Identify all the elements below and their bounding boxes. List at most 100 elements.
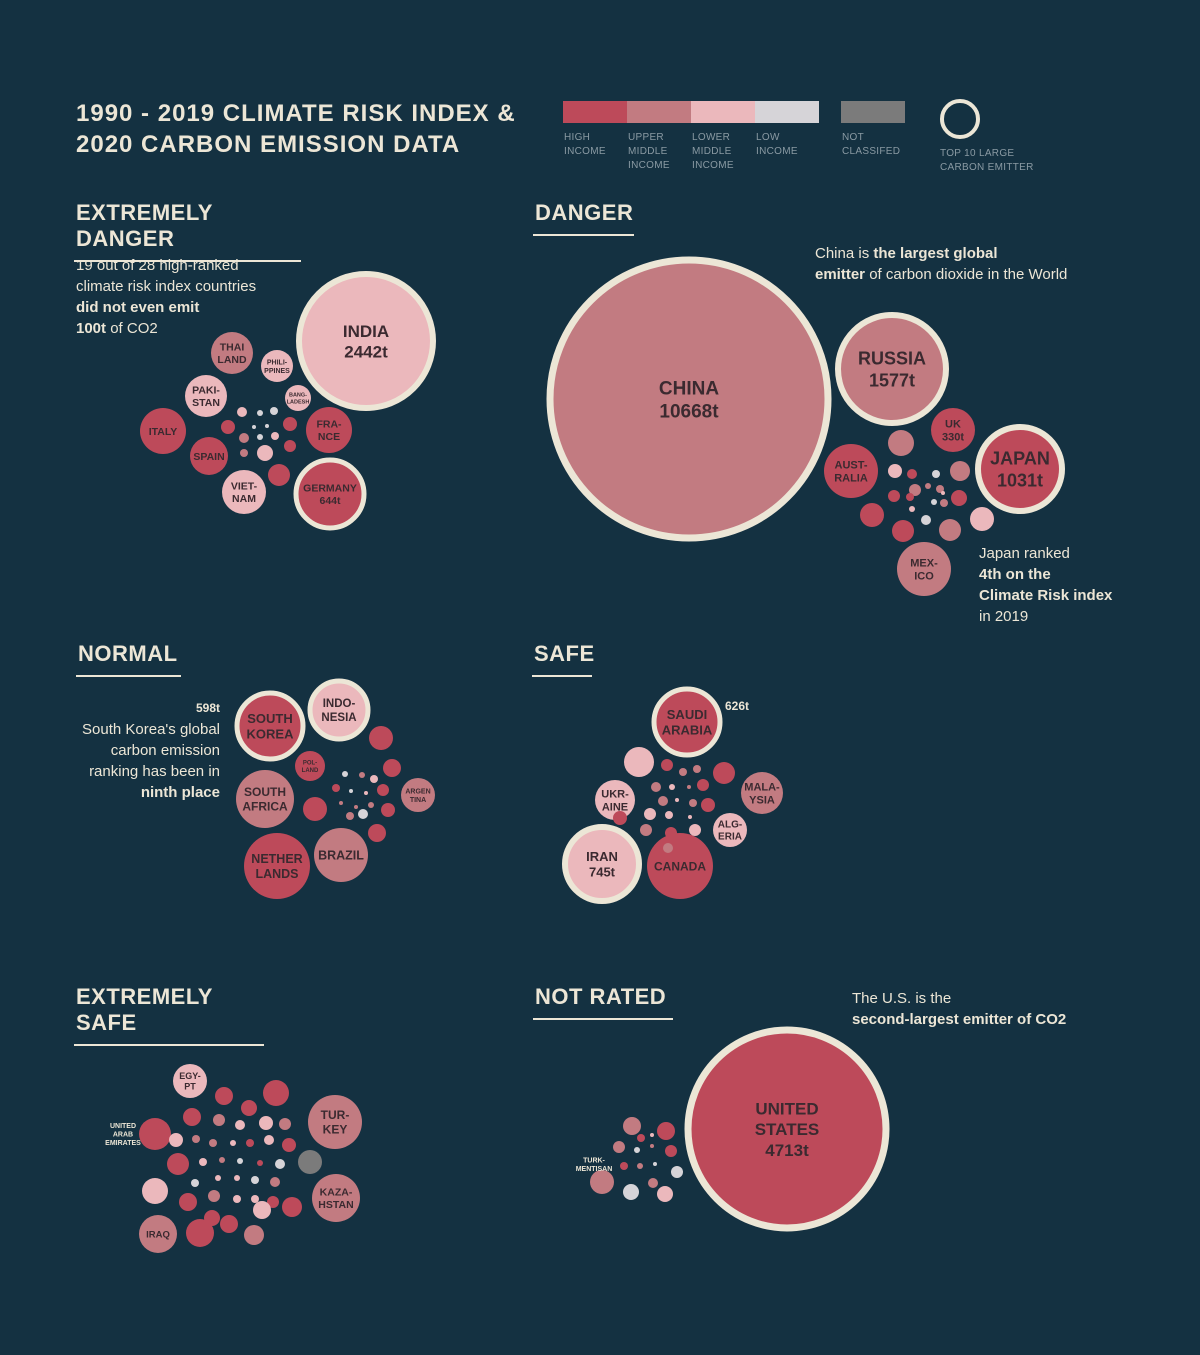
- sf-dot-16: [688, 815, 692, 819]
- dg-dot-13: [909, 506, 915, 512]
- ed-dot-2: [270, 407, 278, 415]
- bubble-label-south-africa: SOUTH AFRICA: [242, 785, 288, 814]
- ed-dot-3: [252, 425, 256, 429]
- bubble-argen-tina: [401, 778, 435, 812]
- ed-dot-1: [257, 410, 263, 416]
- ed-dot-8: [271, 432, 279, 440]
- bubble-label-egy-pt: EGY-PT: [179, 1071, 201, 1092]
- legend-label-low-income: LOW INCOME: [756, 132, 798, 157]
- es-dot-27: [142, 1178, 168, 1204]
- bubble-paki-stan: [185, 375, 227, 417]
- bubble-italy: [140, 408, 186, 454]
- es-dot-32: [282, 1197, 302, 1217]
- bubble-label-mex-ico: MEX-ICO: [910, 557, 938, 582]
- bubble-thai-land: [211, 332, 253, 374]
- legend-swatch-low-income: [755, 101, 819, 123]
- bubble-label-viet-nam: VIET-NAM: [231, 480, 258, 505]
- bubble-tur-key: [308, 1095, 362, 1149]
- bubble-label-ukr-aine: UKR-AINE: [601, 788, 629, 813]
- bubble-germany: [293, 457, 367, 531]
- es-dot-7: [279, 1118, 291, 1130]
- sf-dot-15: [665, 811, 673, 819]
- bubble-kaza-hstan: [312, 1174, 360, 1222]
- dg-dot-2: [888, 464, 902, 478]
- note-danger-china: China is the largest global emitter of c…: [815, 245, 1068, 283]
- es-dot-3: [183, 1108, 201, 1126]
- section-title-not-rated: NOT RATED: [533, 984, 673, 1020]
- section-title-safe: SAFE: [532, 641, 594, 677]
- nr-dot-14: [623, 1184, 639, 1200]
- dg-dot-0: [888, 430, 914, 456]
- es-dot-9: [192, 1135, 200, 1143]
- dg-dot-5: [909, 484, 921, 496]
- dg-dot-11: [931, 499, 937, 505]
- bubble-label-russia: RUSSIA 1577t: [858, 349, 926, 391]
- bubble-label-canada: CANADA: [654, 859, 706, 873]
- sf-dot-18: [665, 827, 677, 839]
- sf-dot-17: [640, 824, 652, 836]
- sf-dot-2: [679, 768, 687, 776]
- es-dot-37: [244, 1225, 264, 1245]
- nr-dot-11: [671, 1166, 683, 1178]
- dg-dot-17: [939, 519, 961, 541]
- bubble-label-nether-lands: NETHER LANDS: [251, 852, 302, 881]
- bubble-label-thai-land: THAI LAND: [217, 341, 247, 366]
- ed-dot-9: [283, 417, 297, 431]
- ed-dot-5: [221, 420, 235, 434]
- es-dot-36: [253, 1201, 271, 1219]
- es-dot-24: [234, 1175, 240, 1181]
- es-dot-29: [233, 1195, 241, 1203]
- nm-dot-0: [369, 726, 393, 750]
- bubble-ukr-aine: [595, 780, 635, 820]
- bubble-label-phili-ppines: PHILI-PPINES: [264, 359, 290, 375]
- bubble-label-iraq: IRAQ: [146, 1229, 170, 1240]
- dg-dot-14: [921, 515, 931, 525]
- es-dot-22: [191, 1179, 199, 1187]
- nm-dot-6: [349, 789, 353, 793]
- bubble-aust-ralia: [824, 444, 878, 498]
- bubble-alg-eria: [713, 813, 747, 847]
- legend-top-emitter-ring: [940, 99, 980, 139]
- legend-label-top-emitter: TOP 10 LARGE CARBON EMITTER: [940, 148, 1034, 173]
- nm-dot-8: [377, 784, 389, 796]
- sf-dot-5: [651, 782, 661, 792]
- nr-dot-1: [613, 1141, 625, 1153]
- bubble-saudi-arabia: [651, 686, 723, 758]
- dg-dot-12: [940, 499, 948, 507]
- sf-dot-7: [687, 785, 691, 789]
- bubble-indo-nesia: [307, 678, 371, 742]
- dg-dot-1: [950, 461, 970, 481]
- note-not-rated-us: The U.S. is the second-largest emitter o…: [852, 990, 1067, 1028]
- bubble-bang-ladesh: [285, 385, 311, 411]
- bubble-pol-land: [295, 751, 325, 781]
- bubble-phili-ppines: [261, 350, 293, 382]
- nr-dot-0: [623, 1117, 641, 1135]
- main-title-line2: 2020 CARBON EMISSION DATA: [76, 131, 461, 158]
- section-title-danger: DANGER: [533, 200, 634, 236]
- bubble-label-tur-key: TUR-KEY: [321, 1108, 350, 1137]
- bubble-label-alg-eria: ALG-ERIA: [718, 820, 742, 843]
- bubble-brazil: [314, 828, 368, 882]
- bubble-label-kaza-hstan: KAZA-HSTAN: [318, 1186, 353, 1211]
- dg-dot-18: [970, 507, 994, 531]
- dg-dot-3: [907, 469, 917, 479]
- nr-dot-10: [653, 1162, 657, 1166]
- ed-dot-6: [239, 433, 249, 443]
- es-dot-14: [282, 1138, 296, 1152]
- nm-dot-15: [358, 809, 368, 819]
- bubble-japan: [975, 424, 1065, 514]
- bubble-russia: [835, 312, 949, 426]
- legend-swatch-upper-middle-income: [627, 101, 691, 123]
- es-dot-6: [259, 1116, 273, 1130]
- sf-dot-13: [613, 811, 627, 825]
- es-dot-13: [264, 1135, 274, 1145]
- section-title-extremely-safe: EXTREMELY SAFE: [74, 984, 264, 1046]
- es-dot-5: [235, 1120, 245, 1130]
- sf-dot-9: [658, 796, 668, 806]
- sf-dot-1: [661, 759, 673, 771]
- sf-dot-3: [693, 765, 701, 773]
- section-title-extremely-danger: EXTREMELY DANGER: [74, 200, 301, 262]
- ed-dot-4: [265, 424, 269, 428]
- ed-dot-10: [284, 440, 296, 452]
- sf-dot-19: [689, 824, 701, 836]
